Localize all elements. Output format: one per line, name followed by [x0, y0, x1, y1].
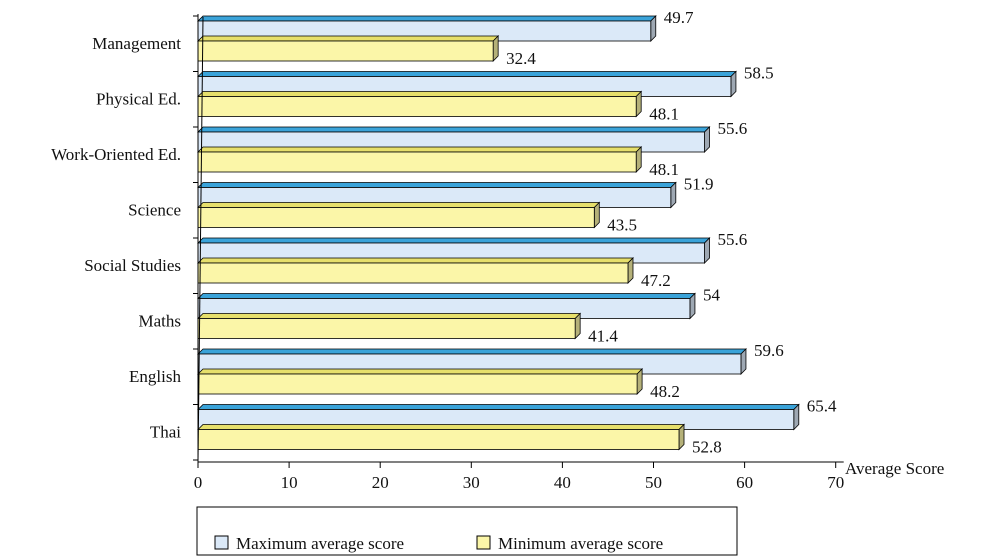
value-label-max-4: 55.6 [718, 230, 748, 249]
x-tick-label-1: 10 [281, 473, 298, 492]
legend: Maximum average score Minimum average sco… [196, 506, 738, 556]
value-label-min-0: 32.4 [506, 49, 536, 68]
value-label-max-2: 55.6 [718, 119, 748, 138]
value-label-min-5: 41.4 [588, 327, 618, 346]
value-label-max-5: 54 [703, 286, 721, 305]
labels-layer: 49.7 32.4 Management 58.5 48.1 Physical Ed. 55… [51, 8, 837, 457]
category-label-7: Thai [150, 423, 181, 442]
value-label-min-3: 43.5 [607, 216, 637, 235]
bar-min-0 [197, 35, 500, 62]
bar-min-6 [197, 368, 644, 395]
category-label-5: Maths [139, 312, 182, 331]
category-label-0: Management [92, 34, 181, 53]
bar-min-4 [197, 257, 634, 284]
bar-min-2 [197, 146, 643, 173]
value-label-min-1: 48.1 [649, 105, 679, 124]
x-tick-label-0: 0 [194, 473, 203, 492]
x-tick-label-4: 40 [554, 473, 571, 492]
x-tick-label-5: 50 [645, 473, 662, 492]
bar-min-1 [197, 90, 643, 118]
value-label-max-1: 58.5 [744, 64, 774, 83]
legend-box [196, 506, 738, 556]
axis-layer: 0 10 20 30 40 50 60 70 [193, 14, 844, 492]
x-tick-label-6: 60 [736, 473, 753, 492]
legend-swatch-1 [476, 535, 491, 550]
legend-label-0: Maximum average score [236, 534, 404, 553]
bars-layer [197, 15, 800, 451]
value-label-min-7: 52.8 [692, 438, 722, 457]
category-label-6: English [129, 367, 181, 386]
value-label-max-7: 65.4 [807, 397, 837, 416]
bar-min-7 [197, 423, 685, 451]
category-label-2: Work-Oriented Ed. [51, 145, 181, 164]
x-axis-title: Average Score [845, 459, 944, 478]
bar-min-3 [197, 201, 601, 229]
legend-label-1: Minimum average score [498, 534, 663, 553]
legend-swatch-0 [214, 535, 229, 550]
value-label-max-0: 49.7 [664, 8, 694, 27]
category-label-4: Social Studies [84, 256, 181, 275]
value-label-max-3: 51.9 [684, 175, 714, 194]
x-tick-label-7: 70 [827, 473, 844, 492]
category-label-3: Science [128, 201, 181, 220]
x-tick-label-2: 20 [372, 473, 389, 492]
value-label-max-6: 59.6 [754, 341, 784, 360]
value-label-min-2: 48.1 [649, 160, 679, 179]
value-label-min-6: 48.2 [650, 382, 680, 401]
bar-min-5 [197, 312, 582, 340]
value-label-min-4: 47.2 [641, 271, 671, 290]
x-tick-label-3: 30 [463, 473, 480, 492]
category-label-1: Physical Ed. [96, 90, 181, 109]
